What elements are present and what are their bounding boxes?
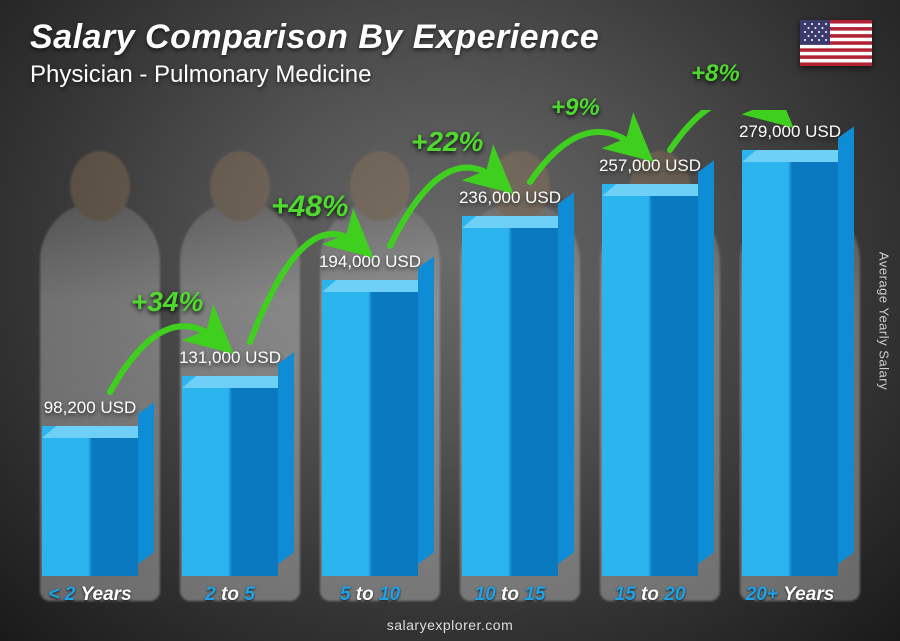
bar — [182, 376, 278, 576]
yaxis-label: Average Yearly Salary — [877, 231, 892, 411]
bar-column: 236,000 USD — [440, 188, 580, 576]
bar — [602, 184, 698, 576]
chart-subtitle: Physician - Pulmonary Medicine — [30, 61, 870, 89]
bar-column: 194,000 USD — [300, 252, 440, 576]
xaxis-label: 2 to 5 — [160, 584, 300, 606]
bar-column: 98,200 USD — [20, 398, 160, 576]
xaxis-label: 5 to 10 — [300, 584, 440, 606]
xaxis-label: 10 to 15 — [440, 584, 580, 606]
growth-pct-label: +34% — [131, 286, 203, 318]
bar — [742, 150, 838, 576]
xaxis-label: < 2 Years — [20, 584, 160, 606]
flag-icon — [800, 20, 872, 66]
bar-chart: 98,200 USD 131,000 USD 194,000 USD 236,0… — [20, 110, 860, 606]
bar-value-label: 236,000 USD — [459, 188, 561, 208]
bar-column: 131,000 USD — [160, 348, 300, 576]
bar-value-label: 98,200 USD — [44, 398, 137, 418]
growth-pct-label: +9% — [551, 94, 600, 122]
bar — [42, 426, 138, 576]
growth-pct-label: +48% — [271, 190, 349, 224]
bar-value-label: 257,000 USD — [599, 156, 701, 176]
header: Salary Comparison By Experience Physicia… — [30, 18, 870, 89]
xaxis-label: 15 to 20 — [580, 584, 720, 606]
bar — [322, 280, 418, 576]
footer-credit: salaryexplorer.com — [0, 617, 900, 633]
bar-value-label: 194,000 USD — [319, 252, 421, 272]
bar-value-label: 131,000 USD — [179, 348, 281, 368]
bar — [462, 216, 558, 576]
bar-column: 279,000 USD — [720, 122, 860, 576]
bar-column: 257,000 USD — [580, 156, 720, 576]
growth-pct-label: +22% — [411, 126, 483, 158]
chart-title: Salary Comparison By Experience — [30, 18, 870, 57]
bar-value-label: 279,000 USD — [739, 122, 841, 142]
xaxis-label: 20+ Years — [720, 584, 860, 606]
